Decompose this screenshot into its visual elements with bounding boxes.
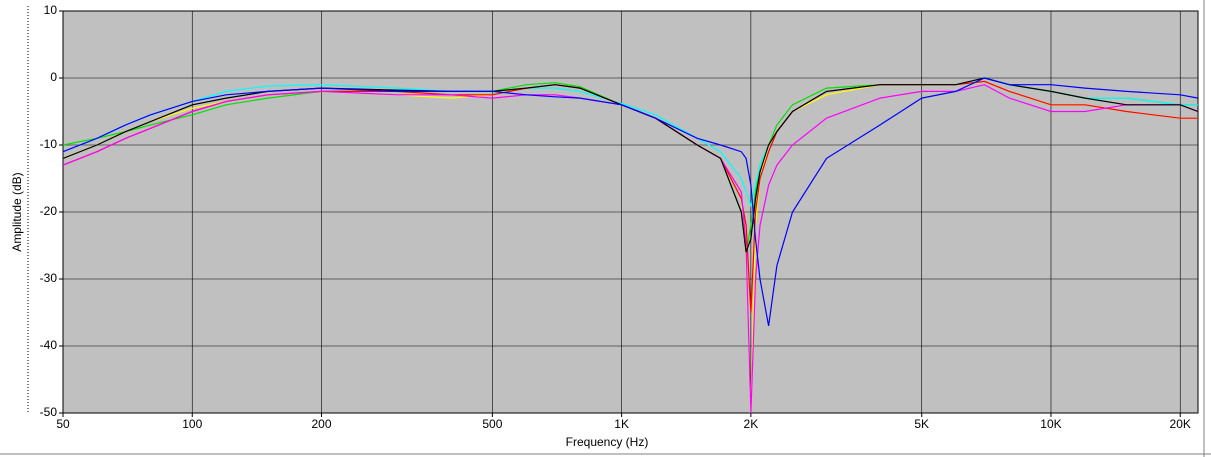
x-tick-label: 2K xyxy=(744,417,759,431)
x-tick-label: 10K xyxy=(1040,417,1061,431)
x-tick-label: 50 xyxy=(56,417,70,431)
y-tick-label: -50 xyxy=(40,405,58,419)
series-line xyxy=(62,77,1199,327)
y-tick-label: -20 xyxy=(40,204,58,218)
x-tick-label: 20K xyxy=(1170,417,1191,431)
x-tick-label: 1K xyxy=(614,417,629,431)
y-tick-label: 10 xyxy=(44,3,58,17)
y-axis-label: Amplitude (dB) xyxy=(10,172,24,251)
x-axis-label: Frequency (Hz) xyxy=(566,435,649,449)
y-tick-label: 0 xyxy=(50,70,57,84)
x-tick-label: 100 xyxy=(182,417,202,431)
x-tick-label: 5K xyxy=(914,417,929,431)
x-tick-label: 200 xyxy=(311,417,331,431)
series-line xyxy=(62,84,1199,414)
x-tick-label: 500 xyxy=(482,417,502,431)
y-tick-label: -30 xyxy=(40,271,58,285)
y-tick-label: -10 xyxy=(40,137,58,151)
y-tick-label: -40 xyxy=(40,338,58,352)
